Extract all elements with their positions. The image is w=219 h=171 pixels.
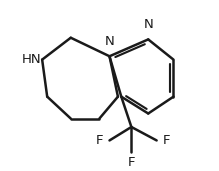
Text: N: N <box>143 18 153 31</box>
Text: F: F <box>96 134 103 147</box>
Text: HN: HN <box>22 53 42 66</box>
Text: F: F <box>128 156 135 169</box>
Text: F: F <box>163 134 171 147</box>
Text: N: N <box>105 35 114 48</box>
